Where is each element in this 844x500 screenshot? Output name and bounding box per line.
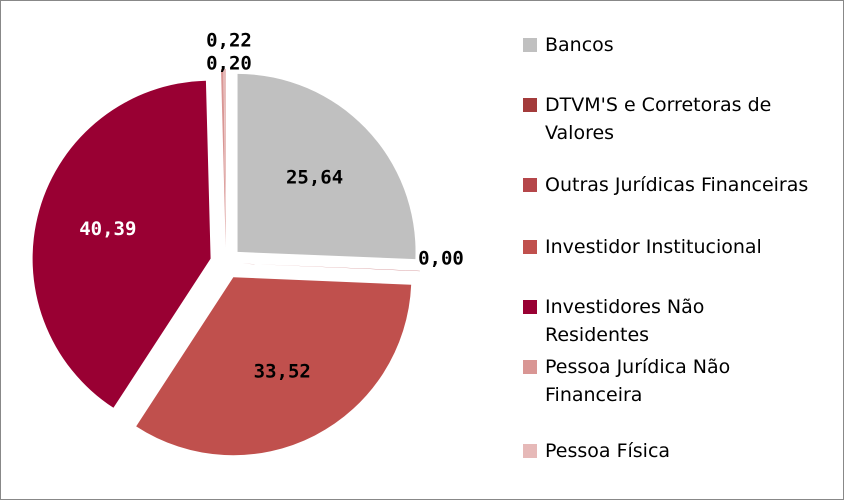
legend-swatch (523, 300, 537, 314)
data-label: 0,20 (206, 53, 252, 75)
legend-swatch (523, 178, 537, 192)
pie-slice (220, 69, 226, 248)
pie-slice (241, 263, 420, 271)
data-label: 40,39 (79, 218, 136, 240)
data-label: 0,22 (206, 30, 252, 52)
legend-item: Investidor Institucional (523, 233, 813, 261)
legend-label: Pessoa Física (545, 440, 671, 462)
legend-swatch (523, 98, 537, 112)
legend-label: Investidores Não Residentes (545, 296, 705, 346)
legend-item: DTVM'S e Corretoras de Valores (523, 91, 813, 147)
legend-item: Bancos (523, 31, 813, 59)
legend-label: Investidor Institucional (545, 236, 762, 258)
legend-label: Pessoa Jurídica Não Financeira (545, 356, 731, 406)
legend-swatch (523, 444, 537, 458)
legend-item: Pessoa Física (523, 437, 813, 465)
legend-label: Outras Jurídicas Financeiras (545, 174, 809, 196)
data-label: 33,52 (254, 361, 311, 383)
pie-slice (241, 263, 420, 272)
pie-slice (237, 73, 416, 260)
data-label: 0,00 (418, 248, 464, 270)
legend-swatch (523, 240, 537, 254)
pie-slice (136, 277, 412, 456)
legend-label: Bancos (545, 34, 614, 56)
pie-slice (32, 80, 211, 408)
data-label: 25,64 (286, 166, 343, 188)
legend-item: Investidores Não Residentes (523, 293, 813, 349)
pie-slice (223, 69, 226, 248)
legend-swatch (523, 360, 537, 374)
legend-item: Outras Jurídicas Financeiras (523, 171, 813, 199)
legend-label: DTVM'S e Corretoras de Valores (545, 94, 772, 144)
legend-swatch (523, 38, 537, 52)
legend-item: Pessoa Jurídica Não Financeira (523, 353, 813, 409)
